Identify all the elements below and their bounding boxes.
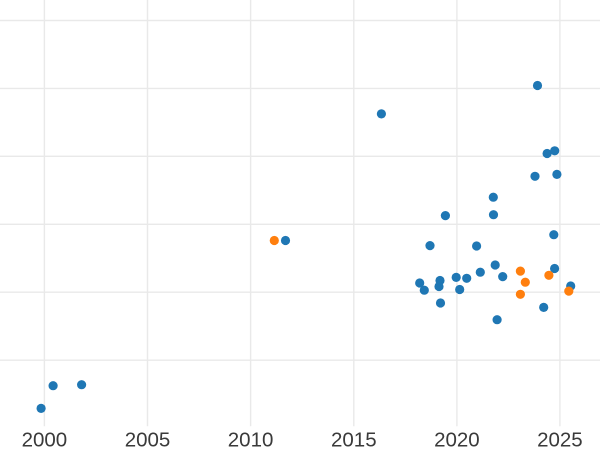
svg-text:2015: 2015 — [331, 429, 377, 450]
svg-text:2000: 2000 — [22, 429, 68, 450]
svg-text:2020: 2020 — [434, 429, 480, 450]
svg-text:2010: 2010 — [228, 429, 274, 450]
svg-text:2005: 2005 — [125, 429, 171, 450]
svg-text:2025: 2025 — [537, 429, 583, 450]
